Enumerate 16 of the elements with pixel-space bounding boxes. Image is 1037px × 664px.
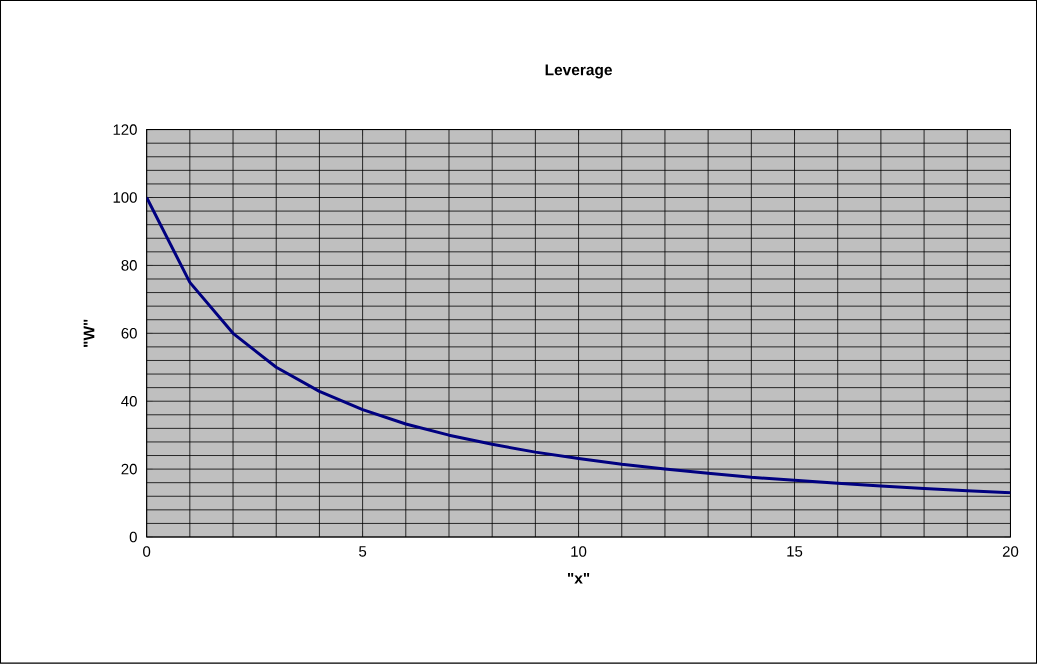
y-tick-label: 120 [113, 124, 137, 136]
line-series [146, 196, 1011, 495]
y-tick-label: 0 [129, 531, 137, 543]
x-axis-title: "x" [567, 573, 590, 584]
x-tick-label: 10 [571, 546, 587, 557]
x-tick-label: 0 [143, 546, 151, 557]
x-tick-label: 5 [359, 546, 367, 557]
x-tick-label: 20 [1002, 546, 1019, 557]
y-tick-label: 60 [121, 328, 137, 339]
chart-title: Leverage [545, 64, 612, 79]
y-axis-title: "W" [83, 319, 95, 348]
x-tick-label: 15 [787, 546, 803, 557]
y-tick-label: 80 [121, 260, 137, 271]
y-tick-label: 20 [121, 464, 137, 475]
y-tick-label: 40 [121, 396, 137, 407]
y-tick-label: 100 [113, 192, 137, 203]
